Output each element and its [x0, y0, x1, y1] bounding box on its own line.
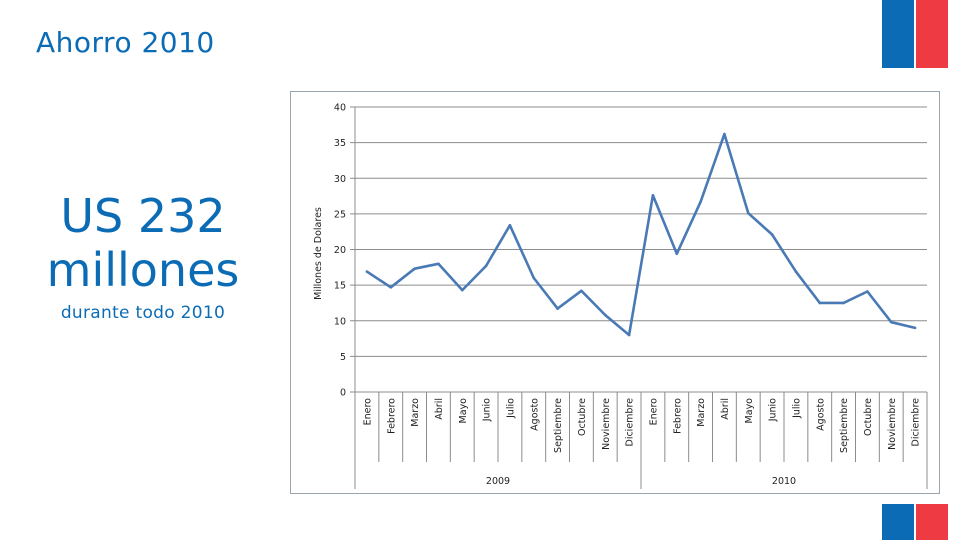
y-tick-label: 35 — [334, 138, 346, 149]
y-tick-label: 25 — [334, 209, 346, 220]
x-tick-label: Marzo — [696, 398, 707, 427]
data-point — [627, 333, 631, 337]
data-point — [460, 288, 464, 292]
data-point — [484, 264, 488, 268]
x-tick-label: Junio — [482, 398, 493, 422]
x-tick-label: Marzo — [410, 398, 421, 427]
x-tick-label: Julio — [791, 398, 802, 419]
data-point — [913, 326, 917, 330]
data-point — [770, 233, 774, 236]
x-tick-label: Febrero — [386, 398, 397, 434]
data-point — [794, 270, 798, 273]
x-tick-label: Enero — [648, 398, 659, 426]
y-tick-label: 40 — [334, 103, 346, 114]
data-point — [889, 320, 893, 324]
chile-flag-logo-bottom — [882, 504, 948, 540]
x-tick-label: Enero — [362, 398, 373, 426]
data-point — [675, 252, 679, 256]
savings-line-chart: 0 5 10 15 20 25 30 35 40 Millones de Dolares Enero… — [313, 103, 928, 489]
data-point — [651, 194, 655, 197]
flag-blue-stripe — [882, 0, 914, 68]
data-point — [389, 285, 393, 289]
chart-frame: 0 5 10 15 20 25 30 35 40 Millones de Dolares Enero… — [290, 91, 940, 494]
x-tick-label: Septiembre — [839, 398, 850, 453]
x-tick-label: Febrero — [672, 398, 683, 434]
data-point — [723, 132, 726, 136]
x-tick-label: Agosto — [815, 398, 826, 431]
x-tick-label: Mayo — [458, 398, 469, 424]
data-point — [842, 301, 845, 305]
flag-blue-stripe — [882, 504, 914, 540]
series-line — [366, 132, 916, 337]
data-point — [603, 313, 607, 317]
x-tick-label: Noviembre — [887, 398, 898, 450]
y-tick-label: 30 — [334, 174, 346, 185]
data-point — [556, 307, 559, 310]
data-point — [746, 211, 750, 215]
x-tick-label: Septiembre — [553, 398, 564, 453]
x-tick-label: Abril — [434, 398, 445, 420]
y-tick-label: 10 — [334, 316, 346, 327]
x-tick-label: Diciembre — [911, 398, 922, 447]
slide-title: Ahorro 2010 — [36, 26, 215, 59]
data-point — [699, 200, 702, 204]
x-tick-label: Abril — [720, 398, 731, 420]
y-axis-label: Millones de Dolares — [313, 207, 324, 300]
chile-flag-logo-top — [882, 0, 948, 68]
data-point — [508, 223, 512, 227]
y-tick-label: 5 — [340, 352, 346, 363]
highlight-amount: US 232 — [60, 189, 226, 243]
group-label: 2010 — [772, 476, 796, 487]
flag-red-stripe — [916, 504, 948, 540]
group-label: 2009 — [486, 476, 510, 487]
flag-red-stripe — [916, 0, 948, 68]
data-point — [866, 290, 869, 293]
x-tick-label: Junio — [768, 398, 779, 422]
y-tick-label: 20 — [334, 245, 346, 256]
x-tick-label: Julio — [505, 398, 516, 419]
x-tick-label: Noviembre — [601, 398, 612, 450]
highlight-unit: millones — [46, 243, 240, 297]
x-tick-label: Mayo — [744, 398, 755, 424]
x-tick-label: Octubre — [577, 398, 588, 436]
x-tick-label: Diciembre — [625, 398, 636, 447]
data-point — [580, 289, 583, 293]
data-point — [818, 301, 822, 305]
data-point — [365, 270, 369, 273]
data-point — [437, 262, 440, 266]
data-point — [413, 267, 416, 271]
highlight-caption: durante todo 2010 — [60, 303, 226, 323]
x-tick-label: Agosto — [529, 398, 540, 431]
data-point — [532, 276, 536, 280]
y-tick-label: 0 — [340, 388, 346, 399]
x-tick-label: Octubre — [863, 398, 874, 436]
y-tick-label: 15 — [334, 281, 346, 292]
